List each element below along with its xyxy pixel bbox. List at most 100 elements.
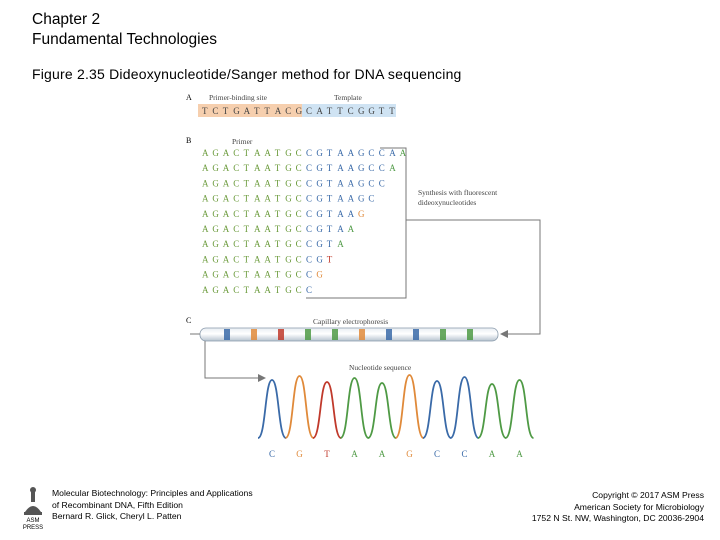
template-base: A (275, 106, 282, 116)
primer-base: C (296, 270, 302, 280)
primer-base: A (202, 285, 209, 295)
primer-base: T (275, 194, 281, 204)
primer-base: G (285, 270, 292, 280)
primer-base: T (244, 163, 250, 173)
extension-base: T (327, 224, 333, 234)
extension-base: A (400, 148, 407, 158)
primer-base: G (212, 285, 219, 295)
asm-press-logo (20, 486, 46, 532)
primer-base: A (264, 239, 271, 249)
chromatogram-peak (284, 375, 315, 439)
extension-base: G (316, 254, 323, 264)
primer-base: G (285, 163, 292, 173)
extension-base: C (379, 163, 385, 173)
primer-base: T (244, 270, 250, 280)
extension-base: A (348, 148, 355, 158)
sequence-label: Nucleotide sequence (349, 363, 412, 372)
called-base: A (379, 449, 386, 459)
capillary-band (224, 329, 230, 340)
extension-base: A (389, 163, 396, 173)
capillary-band (413, 329, 419, 340)
primer-base: G (285, 178, 292, 188)
primer-base: T (275, 163, 281, 173)
primer-base: C (233, 148, 239, 158)
primer-base: A (202, 148, 209, 158)
primer-base: A (202, 178, 209, 188)
asm-wordmark-line1: ASM (26, 518, 40, 524)
copyright-line1: Copyright © 2017 ASM Press (592, 490, 704, 500)
primer-base: C (233, 224, 239, 234)
primer-base: G (285, 224, 292, 234)
primer-base: A (202, 270, 209, 280)
flow-arrow-to-trace (204, 341, 258, 379)
called-base: C (461, 449, 467, 459)
primer-base: G (212, 178, 219, 188)
extension-base: G (358, 163, 365, 173)
primer-base: C (296, 224, 302, 234)
primer-base: A (254, 254, 261, 264)
chapter-heading: Chapter 2 Fundamental Technologies (32, 10, 217, 50)
primer-base: C (233, 178, 239, 188)
extension-base: C (306, 163, 312, 173)
primer-base: A (202, 163, 209, 173)
extension-base: C (379, 148, 385, 158)
primer-base: G (212, 224, 219, 234)
figure-title: Figure 2.35 Dideoxynucleotide/Sanger met… (32, 66, 462, 82)
primer-base: A (223, 148, 230, 158)
primer-base: A (254, 270, 261, 280)
extension-base: C (368, 163, 374, 173)
extension-base: C (379, 178, 385, 188)
extension-base: A (337, 224, 344, 234)
extension-base: A (337, 194, 344, 204)
extension-base: T (327, 239, 333, 249)
panel-b-letter: B (186, 136, 191, 145)
chromatogram-peaks (257, 374, 535, 439)
extension-base: G (358, 194, 365, 204)
template-base: G (233, 106, 240, 116)
extension-base: A (348, 209, 355, 219)
chromatogram-peak (394, 374, 425, 439)
primer-base: C (296, 194, 302, 204)
primer-base: C (296, 285, 302, 295)
template-base: G (296, 106, 303, 116)
primer-base: A (254, 285, 261, 295)
capillary-band (305, 329, 311, 340)
arrowhead-capillary (500, 330, 508, 338)
extension-base: G (316, 178, 323, 188)
extension-base: C (306, 239, 312, 249)
extension-base: T (327, 209, 333, 219)
extension-base: C (306, 224, 312, 234)
primer-base: A (264, 148, 271, 158)
primer-base: A (202, 209, 209, 219)
citation-line3: Bernard R. Glick, Cheryl L. Patten (52, 511, 182, 521)
chromatogram-peak (477, 383, 507, 439)
template-base: T (337, 106, 343, 116)
primer-base: A (264, 178, 271, 188)
primer-base: G (285, 148, 292, 158)
extension-base: G (316, 194, 323, 204)
primer-base: A (254, 194, 261, 204)
chromatogram-peak (504, 379, 535, 439)
primer-base: G (212, 194, 219, 204)
extension-base: C (306, 285, 312, 295)
called-base: G (296, 449, 303, 459)
synthesis-label-2: dideoxynucleotides (418, 198, 476, 207)
template-base: G (358, 106, 365, 116)
template-base: G (368, 106, 375, 116)
extension-base: G (316, 148, 323, 158)
template-base: T (379, 106, 385, 116)
template-base: A (316, 106, 323, 116)
extension-base: G (358, 209, 365, 219)
primer-base: A (223, 194, 230, 204)
capillary-label: Capillary electrophoresis (313, 317, 388, 326)
flow-arrow-to-capillary (406, 219, 541, 335)
called-base: A (516, 449, 523, 459)
primer-site-label: Primer-binding site (209, 93, 268, 102)
panel-a-letter: A (186, 93, 192, 102)
template-base: T (389, 106, 395, 116)
